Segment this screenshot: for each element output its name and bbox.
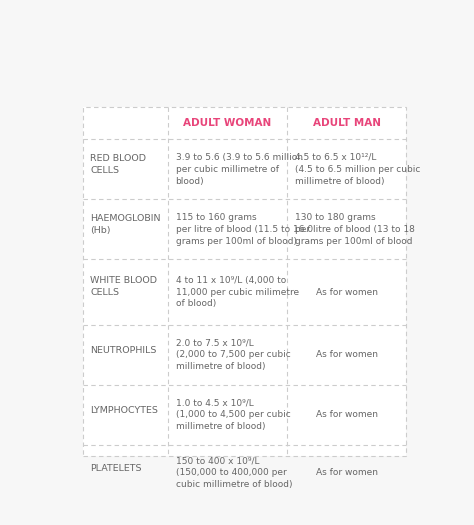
Bar xyxy=(82,107,406,456)
Text: As for women: As for women xyxy=(316,288,378,297)
Text: As for women: As for women xyxy=(316,468,378,477)
Text: 130 to 180 grams
per litre of blood (13 to 18
grams per 100ml of blood: 130 to 180 grams per litre of blood (13 … xyxy=(295,213,415,246)
Text: As for women: As for women xyxy=(316,411,378,419)
Bar xyxy=(82,107,406,456)
Text: 115 to 160 grams
per litre of blood (11.5 to 16.0
grams per 100ml of blood): 115 to 160 grams per litre of blood (11.… xyxy=(175,213,313,246)
Text: NEUTROPHILS: NEUTROPHILS xyxy=(90,345,156,354)
Text: 1.0 to 4.5 x 10⁹/L
(1,000 to 4,500 per cubic
millimetre of blood): 1.0 to 4.5 x 10⁹/L (1,000 to 4,500 per c… xyxy=(175,398,290,431)
Text: LYMPHOCYTES: LYMPHOCYTES xyxy=(90,406,158,415)
Text: HAEMOGLOBIN
(Hb): HAEMOGLOBIN (Hb) xyxy=(90,214,161,235)
Text: 2.0 to 7.5 x 10⁹/L
(2,000 to 7,500 per cubic
millimetre of blood): 2.0 to 7.5 x 10⁹/L (2,000 to 7,500 per c… xyxy=(175,339,290,371)
Text: As for women: As for women xyxy=(316,350,378,359)
Text: 3.9 to 5.6 (3.9 to 5.6 million
per cubic millimetre of
blood): 3.9 to 5.6 (3.9 to 5.6 million per cubic… xyxy=(175,153,302,185)
Text: PLATELETS: PLATELETS xyxy=(90,464,142,472)
Text: ADULT WOMAN: ADULT WOMAN xyxy=(183,118,272,128)
Text: 150 to 400 x 10⁹/L
(150,000 to 400,000 per
cubic millimetre of blood): 150 to 400 x 10⁹/L (150,000 to 400,000 p… xyxy=(175,456,292,489)
Text: 4 to 11 x 10⁹/L (4,000 to
11,000 per cubic milimetre
of blood): 4 to 11 x 10⁹/L (4,000 to 11,000 per cub… xyxy=(175,276,299,308)
Text: 4.5 to 6.5 x 10¹²/L
(4.5 to 6.5 million per cubic
millimetre of blood): 4.5 to 6.5 x 10¹²/L (4.5 to 6.5 million … xyxy=(295,153,420,185)
Text: RED BLOOD
CELLS: RED BLOOD CELLS xyxy=(90,154,146,175)
Text: WHITE BLOOD
CELLS: WHITE BLOOD CELLS xyxy=(90,277,157,297)
Text: ADULT MAN: ADULT MAN xyxy=(313,118,381,128)
